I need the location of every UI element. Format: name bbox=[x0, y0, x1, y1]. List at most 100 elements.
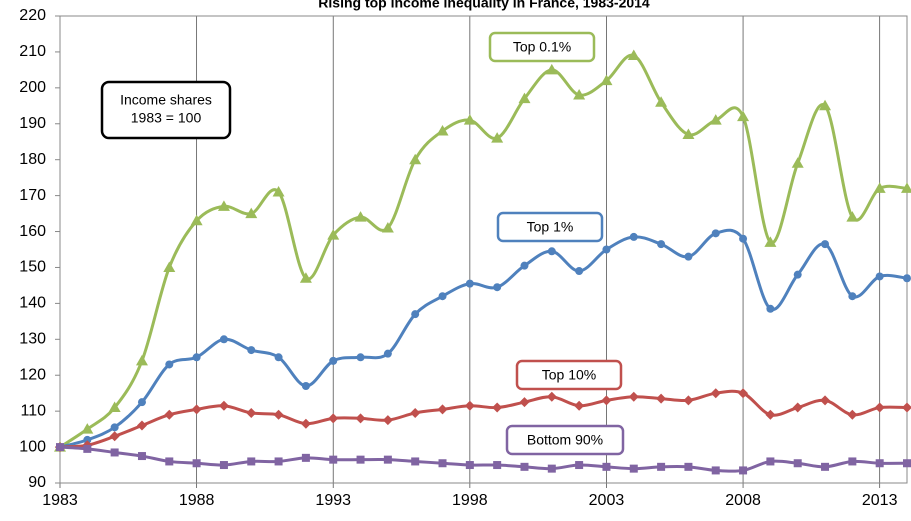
marker bbox=[847, 409, 858, 420]
marker bbox=[518, 92, 531, 104]
marker bbox=[355, 413, 366, 424]
marker bbox=[684, 252, 693, 261]
marker bbox=[627, 49, 640, 61]
marker bbox=[657, 240, 666, 249]
marker bbox=[574, 400, 585, 411]
series-line bbox=[59, 445, 908, 473]
marker bbox=[465, 279, 474, 288]
marker bbox=[600, 74, 613, 86]
marker bbox=[821, 462, 830, 471]
marker bbox=[493, 283, 502, 292]
marker bbox=[875, 459, 884, 468]
marker bbox=[137, 452, 146, 461]
marker bbox=[218, 400, 229, 411]
marker bbox=[108, 401, 121, 413]
marker bbox=[301, 382, 310, 391]
marker bbox=[411, 457, 420, 466]
marker bbox=[245, 207, 258, 219]
marker bbox=[547, 247, 556, 256]
marker bbox=[903, 459, 911, 468]
marker bbox=[219, 461, 228, 470]
y-tick-label: 130 bbox=[19, 331, 46, 348]
marker bbox=[409, 153, 422, 165]
marker bbox=[136, 420, 147, 431]
marker bbox=[381, 221, 394, 233]
marker bbox=[819, 99, 832, 111]
marker bbox=[247, 457, 256, 466]
marker bbox=[137, 398, 146, 407]
marker bbox=[273, 409, 284, 420]
marker bbox=[191, 404, 202, 415]
marker bbox=[766, 457, 775, 466]
marker bbox=[820, 395, 831, 406]
marker bbox=[737, 110, 750, 122]
marker bbox=[493, 461, 502, 470]
marker bbox=[217, 200, 230, 211]
marker bbox=[766, 304, 775, 313]
marker bbox=[874, 402, 885, 413]
marker bbox=[411, 310, 420, 319]
marker bbox=[356, 455, 365, 464]
y-tick-label: 190 bbox=[19, 115, 46, 132]
marker bbox=[821, 240, 830, 249]
marker bbox=[628, 391, 639, 402]
marker bbox=[354, 211, 367, 222]
legend-label: Top 0.1% bbox=[513, 39, 571, 55]
marker bbox=[848, 457, 857, 466]
marker bbox=[629, 232, 638, 241]
marker bbox=[655, 96, 668, 107]
marker bbox=[684, 462, 693, 471]
y-tick-label: 150 bbox=[19, 259, 46, 276]
x-tick-label: 1988 bbox=[179, 492, 215, 509]
marker bbox=[163, 261, 176, 272]
marker bbox=[491, 132, 504, 143]
marker bbox=[656, 393, 667, 404]
marker bbox=[682, 128, 695, 140]
marker bbox=[383, 349, 392, 358]
marker bbox=[463, 114, 476, 125]
annotation-box bbox=[100, 80, 232, 140]
marker bbox=[738, 388, 749, 399]
marker bbox=[329, 356, 338, 365]
marker bbox=[164, 409, 175, 420]
y-tick-label: 210 bbox=[19, 43, 46, 60]
marker bbox=[109, 431, 120, 442]
marker bbox=[383, 455, 392, 464]
series-line bbox=[59, 389, 908, 449]
marker bbox=[272, 186, 285, 197]
marker bbox=[83, 444, 92, 453]
marker bbox=[165, 360, 174, 369]
marker bbox=[300, 418, 311, 429]
annotation-text: Income shares bbox=[120, 92, 212, 108]
chart-title: Rising top income inequality in France, … bbox=[318, 0, 650, 11]
y-tick-label: 180 bbox=[19, 151, 46, 168]
marker bbox=[192, 459, 201, 468]
legend-box bbox=[515, 359, 623, 391]
marker bbox=[190, 214, 203, 226]
marker bbox=[247, 346, 256, 355]
marker bbox=[683, 395, 694, 406]
marker bbox=[520, 462, 529, 471]
marker bbox=[165, 457, 174, 466]
x-tick-label: 1983 bbox=[42, 492, 78, 509]
marker bbox=[192, 353, 201, 362]
marker bbox=[356, 353, 365, 362]
marker bbox=[436, 124, 449, 136]
marker bbox=[602, 462, 611, 471]
marker bbox=[110, 423, 119, 432]
marker bbox=[110, 448, 119, 457]
marker bbox=[657, 462, 666, 471]
marker bbox=[873, 182, 886, 193]
marker bbox=[901, 182, 911, 193]
legend-label: Top 10% bbox=[542, 367, 596, 383]
marker bbox=[709, 114, 722, 125]
marker bbox=[903, 274, 911, 283]
x-tick-label: 1998 bbox=[452, 492, 488, 509]
plot-border bbox=[59, 15, 908, 484]
marker bbox=[329, 455, 338, 464]
marker bbox=[545, 63, 558, 75]
marker bbox=[382, 415, 393, 426]
legend-label: Bottom 90% bbox=[527, 432, 603, 448]
legend-box bbox=[496, 211, 604, 243]
